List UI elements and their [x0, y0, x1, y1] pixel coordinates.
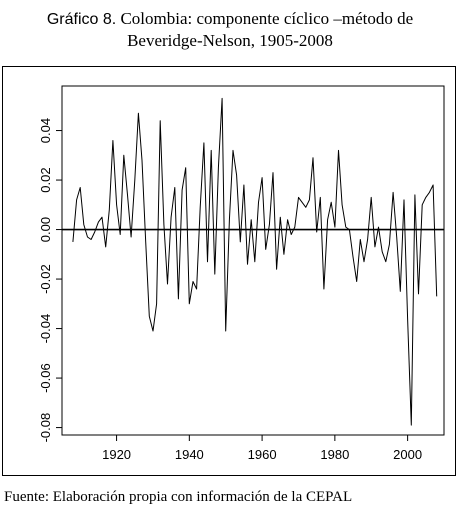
figure-source: Fuente: Elaboración propia con informaci…	[4, 489, 353, 505]
y-tick-label: -0.04	[38, 314, 53, 344]
figure-title-line-1: Gráfico 8. Colombia: componente cíclico …	[0, 9, 460, 30]
figure-title-text: Colombia: componente cíclico –método de	[120, 9, 414, 28]
x-tick-label: 1960	[248, 447, 277, 462]
figure-title-line-2: Beveridge-Nelson, 1905-2008	[127, 31, 333, 50]
x-tick-label: 1940	[175, 447, 204, 462]
y-tick-label: -0.02	[38, 264, 53, 294]
figure-frame: 1920 1940 1960 1980 2000 -0.08 -0.06 -0.04 -0.02…	[2, 66, 456, 476]
y-tick-label: -0.06	[38, 363, 53, 393]
plot-area	[61, 85, 445, 436]
y-tick-label: 0.02	[38, 167, 53, 192]
x-tick-label: 1980	[320, 447, 349, 462]
y-tick-label: 0.04	[38, 118, 53, 143]
cyclical-component-chart: 1920 1940 1960 1980 2000 -0.08 -0.06 -0.04 -0.02…	[38, 85, 445, 462]
x-tick-label: 2000	[393, 447, 422, 462]
cyclical-component-line	[72, 97, 438, 426]
figure-label: Gráfico 8.	[46, 11, 117, 28]
y-tick-label: -0.08	[38, 413, 53, 443]
y-tick-label: 0.00	[38, 217, 53, 242]
x-tick-label: 1920	[102, 447, 131, 462]
